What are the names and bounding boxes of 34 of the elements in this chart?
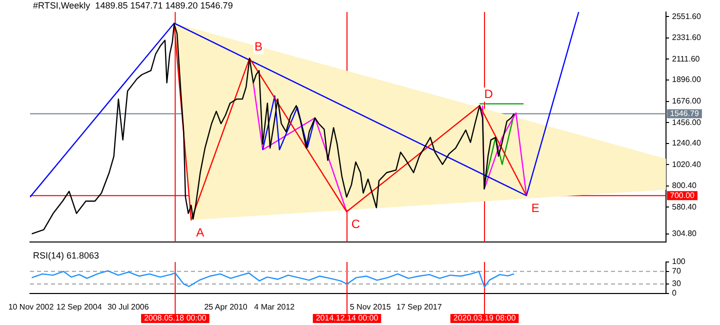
- ref-line-label: 700.00: [670, 190, 696, 200]
- y-tick-label: 2331.60: [672, 33, 702, 42]
- y-tick-label: 1240.40: [672, 138, 702, 148]
- x-tick-label: 10 Nov 2002: [8, 302, 54, 312]
- y-tick-label: 1020.40: [672, 160, 702, 169]
- ref-line-label: 2020.03.19 08:00: [453, 314, 516, 323]
- y-tick-label: 2111.60: [672, 54, 700, 64]
- x-tick-label: 5 Nov 2015: [350, 302, 392, 312]
- ref-line-label: 1546.79: [670, 108, 700, 118]
- y-tick-label: 0: [672, 288, 677, 298]
- y-tick-label: 30: [672, 279, 682, 288]
- ref-line-label: 2008.05.18 00:00: [144, 314, 207, 323]
- ref-line-label: 2014.12.14 00:00: [316, 314, 379, 323]
- annotation: D: [484, 86, 494, 101]
- annotation: A: [196, 225, 204, 240]
- y-tick-label: 580.40: [672, 202, 698, 212]
- x-tick-label: 25 Apr 2010: [204, 302, 248, 312]
- chart-title: #RTSI,Weekly 1489.85 1547.71 1489.20 1546.79: [33, 0, 233, 10]
- x-tick-label: 4 Mar 2012: [254, 302, 296, 312]
- chart-title: RSI(14) 61.8063: [33, 250, 100, 260]
- y-tick-label: 800.40: [672, 181, 698, 190]
- annotation: B: [254, 40, 263, 54]
- y-tick-label: 1456.00: [672, 118, 702, 127]
- y-tick-label: 304.80: [672, 229, 698, 238]
- x-tick-label: 17 Sep 2017: [396, 302, 442, 312]
- y-tick-label: 1896.00: [672, 75, 702, 84]
- y-tick-label: 2551.60: [672, 12, 702, 21]
- y-tick-label: 70: [672, 266, 682, 276]
- annotation: E: [531, 200, 540, 215]
- y-tick-label: 100: [672, 257, 686, 266]
- annotation: C: [351, 217, 360, 232]
- y-tick-label: 1676.00: [672, 96, 702, 106]
- x-tick-label: 12 Sep 2004: [56, 302, 102, 312]
- x-tick-label: 30 Jul 2006: [107, 302, 150, 312]
